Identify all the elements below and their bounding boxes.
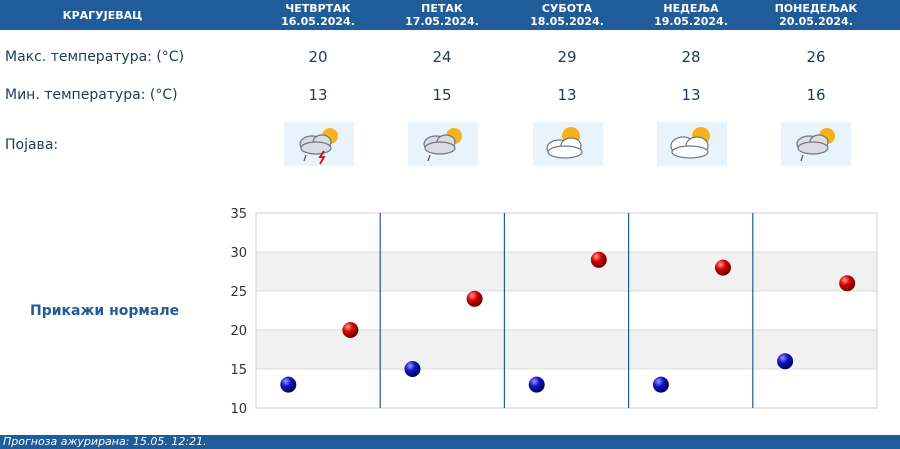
day-date: 20.05.2024. <box>779 15 853 28</box>
max-temp-point <box>342 322 359 338</box>
forecast-header-bar <box>0 0 900 30</box>
max-temp-point <box>714 259 731 276</box>
min-temp-point <box>652 376 669 393</box>
city-name: КРАГУЈЕВАЦ <box>62 8 143 22</box>
temperature-chart: 10 15 20 25 30 35 <box>230 207 878 415</box>
day-header-3: СУБОТА 18.05.2024. <box>505 2 629 28</box>
max-temp-day-3: 29 <box>557 48 577 66</box>
day-header-2: ПЕТАК 17.05.2024. <box>380 2 504 28</box>
y-tick-label: 15 <box>230 363 247 378</box>
min-temp-point <box>777 353 794 370</box>
day-date: 19.05.2024. <box>654 15 728 28</box>
y-tick-label: 25 <box>230 285 247 300</box>
sun-cloud-icon <box>533 122 603 166</box>
min-temp-day-2: 15 <box>432 86 452 104</box>
max-temp-point <box>590 251 607 268</box>
day-name: ПЕТАК <box>421 2 463 15</box>
y-tick-label: 20 <box>230 324 247 339</box>
grid-band <box>256 369 877 408</box>
max-temp-label: Макс. температура: (°C) <box>5 49 185 65</box>
min-temp-point <box>404 361 421 377</box>
sun-cloud-icon <box>657 122 727 166</box>
min-temp-day-5: 16 <box>806 86 826 104</box>
max-temp-day-2: 24 <box>432 48 452 66</box>
cloud-sun-thunder-rain-icon <box>284 122 354 166</box>
max-temp-point <box>466 290 483 307</box>
min-temp-point <box>280 376 297 393</box>
grid-band <box>256 213 877 252</box>
min-temp-point <box>528 376 545 393</box>
show-normals-link[interactable]: Прикажи нормале <box>30 303 180 319</box>
max-temp-day-4: 28 <box>681 48 701 66</box>
day-name: СУБОТА <box>541 2 593 15</box>
y-tick-label: 35 <box>230 207 247 222</box>
cloud-sun-rain-icon <box>408 122 478 166</box>
day-name: ПОНЕДЕЉАК <box>774 2 858 15</box>
cloud-sun-rain-icon <box>781 122 851 166</box>
max-temp-day-5: 26 <box>806 48 826 66</box>
day-date: 17.05.2024. <box>405 15 479 28</box>
phenomenon-label: Појава: <box>5 137 59 153</box>
min-temp-day-1: 13 <box>308 86 328 104</box>
day-header-1: ЧЕТВРТАК 16.05.2024. <box>256 2 380 28</box>
day-date: 16.05.2024. <box>281 15 355 28</box>
min-temp-day-4: 13 <box>681 86 701 104</box>
grid-band <box>256 291 877 330</box>
min-temp-label: Мин. температура: (°C) <box>5 87 178 103</box>
grid-band <box>256 330 877 369</box>
day-header-4: НЕДЕЉА 19.05.2024. <box>629 2 753 28</box>
max-temp-point <box>839 275 856 292</box>
min-temp-day-3: 13 <box>557 86 577 104</box>
max-temp-day-1: 20 <box>308 48 328 66</box>
forecast-updated-footer: Прогноза ажурирана: 15.05. 12:21. <box>0 435 900 449</box>
day-name: ЧЕТВРТАК <box>285 2 351 15</box>
day-name: НЕДЕЉА <box>663 2 719 15</box>
day-header-5: ПОНЕДЕЉАК 20.05.2024. <box>754 2 878 28</box>
y-tick-label: 30 <box>230 246 247 261</box>
day-date: 18.05.2024. <box>530 15 604 28</box>
plot-frame <box>255 212 878 409</box>
grid-band <box>256 252 877 291</box>
y-tick-label: 10 <box>230 402 247 415</box>
